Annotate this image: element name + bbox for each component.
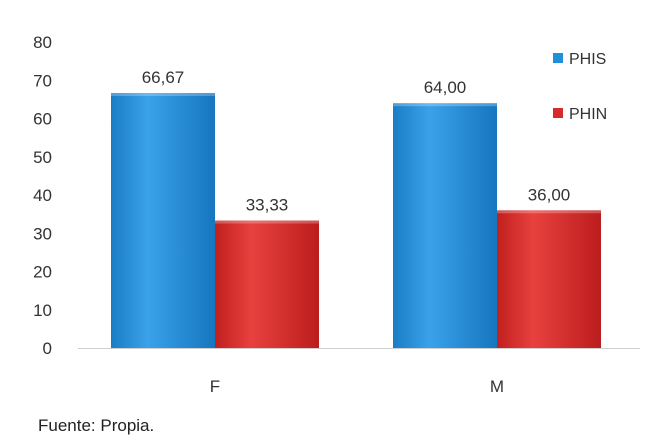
x-tick-label: F bbox=[210, 377, 220, 396]
legend-swatch-phin bbox=[553, 108, 563, 118]
bar-highlight bbox=[393, 103, 497, 107]
legend-swatch-phis bbox=[553, 53, 563, 63]
y-tick-label: 0 bbox=[43, 339, 52, 358]
y-axis: 0 10 20 30 40 50 60 70 80 bbox=[33, 33, 52, 358]
x-tick-label: M bbox=[490, 377, 504, 396]
legend-label-phis: PHIS bbox=[569, 51, 606, 68]
bar-highlight bbox=[215, 220, 319, 224]
source-note: Fuente: Propia. bbox=[38, 416, 155, 435]
y-tick-label: 40 bbox=[33, 186, 52, 205]
y-tick-label: 80 bbox=[33, 33, 52, 52]
bar-highlight bbox=[111, 92, 215, 96]
bar-highlight bbox=[497, 210, 601, 214]
y-tick-label: 30 bbox=[33, 224, 52, 243]
bar-phis-m bbox=[393, 103, 497, 348]
y-tick-label: 20 bbox=[33, 263, 52, 282]
data-label: 33,33 bbox=[246, 196, 289, 215]
legend: PHIS PHIN bbox=[553, 51, 607, 123]
data-label: 36,00 bbox=[528, 185, 571, 204]
data-label: 64,00 bbox=[424, 78, 467, 97]
y-tick-label: 60 bbox=[33, 110, 52, 129]
bar-phis-f bbox=[111, 92, 215, 349]
bars-group bbox=[111, 92, 601, 349]
legend-label-phin: PHIN bbox=[569, 106, 607, 123]
bar-phin-m bbox=[497, 210, 601, 348]
y-tick-label: 70 bbox=[33, 71, 52, 90]
y-tick-label: 50 bbox=[33, 148, 52, 167]
data-labels-group: 66,67 33,33 64,00 36,00 bbox=[142, 68, 571, 215]
y-tick-label: 10 bbox=[33, 301, 52, 320]
bar-phin-f bbox=[215, 220, 319, 348]
data-label: 66,67 bbox=[142, 68, 185, 87]
